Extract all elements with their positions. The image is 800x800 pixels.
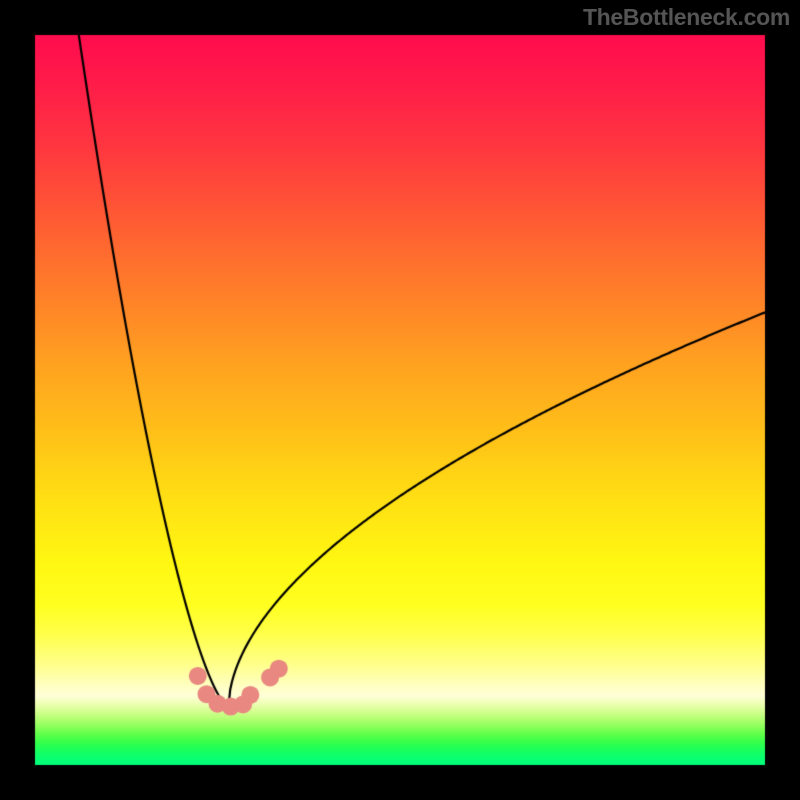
bottleneck-chart-canvas <box>0 0 800 800</box>
chart-container: TheBottleneck.com <box>0 0 800 800</box>
watermark-text: TheBottleneck.com <box>583 4 790 31</box>
